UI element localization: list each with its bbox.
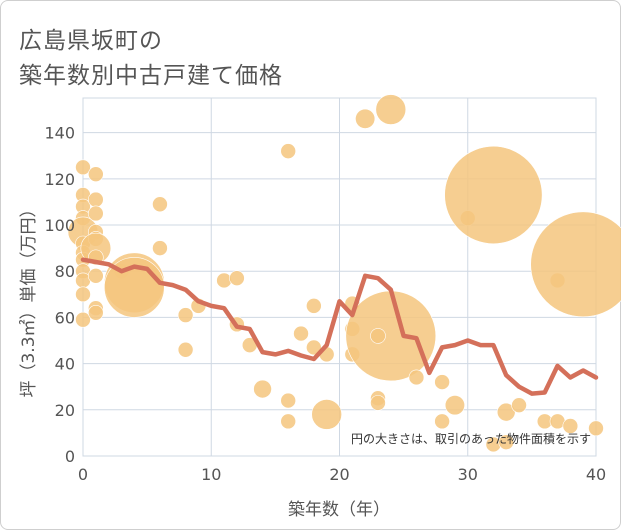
bubble-point xyxy=(311,399,342,430)
bubble-point xyxy=(216,272,232,289)
bubble-point xyxy=(88,304,104,321)
bubble-point xyxy=(293,325,309,342)
chart-title-line1: 広島県坂町の xyxy=(19,28,163,54)
bubble-point xyxy=(444,145,543,245)
bubble-point xyxy=(229,270,245,286)
bubble-point xyxy=(370,328,386,344)
bubble-point xyxy=(511,397,527,413)
bubble-point xyxy=(434,413,450,430)
y-tick-label: 20 xyxy=(55,401,75,420)
y-tick-label: 40 xyxy=(55,355,75,374)
bubble-point xyxy=(345,290,437,382)
x-tick-label: 30 xyxy=(458,465,478,484)
bubble-point xyxy=(496,402,516,422)
bubble-point xyxy=(280,413,297,430)
bubble-point xyxy=(530,211,621,318)
x-tick-label: 10 xyxy=(201,465,221,484)
x-tick-label: 20 xyxy=(329,465,349,484)
tick-labels: 0 10 20 30 40 0 20 40 60 80 100 120 140 xyxy=(44,124,606,484)
bubble-point xyxy=(444,395,465,416)
y-tick-label: 0 xyxy=(65,447,75,466)
bubble-point xyxy=(177,341,194,358)
bubble-point xyxy=(88,191,104,208)
bubble-point xyxy=(280,392,297,409)
y-tick-label: 60 xyxy=(55,308,75,327)
bubble-point xyxy=(280,143,297,159)
bubble-point xyxy=(370,395,386,411)
x-tick-label: 0 xyxy=(78,465,88,484)
average-price-line xyxy=(80,257,599,396)
bubble-layer xyxy=(67,94,621,453)
trend-line-layer xyxy=(80,257,599,396)
y-axis-label: 坪（3.3㎡）単価（万円） xyxy=(19,200,39,397)
bubble-point xyxy=(408,369,425,386)
bubble-point xyxy=(375,94,407,125)
bubble-point xyxy=(306,298,322,314)
bubble-point xyxy=(152,240,168,256)
chart-title-line2: 築年数別中古戸建て価格 xyxy=(19,63,283,89)
bubble-point xyxy=(75,311,91,328)
bubble-point xyxy=(562,418,579,434)
y-tick-label: 100 xyxy=(44,216,75,235)
bubble-point xyxy=(152,196,168,213)
bubble-point xyxy=(498,434,515,450)
bubble-point xyxy=(306,339,322,356)
bubble-point xyxy=(355,108,376,129)
y-tick-label: 140 xyxy=(44,124,75,143)
bubble-point xyxy=(75,286,91,303)
y-tick-label: 120 xyxy=(44,170,75,189)
x-tick-label: 40 xyxy=(586,465,606,484)
bubble-point xyxy=(177,307,194,323)
bubble-point xyxy=(253,379,272,399)
bubble-point xyxy=(88,205,104,222)
bubble-point xyxy=(75,159,91,176)
bubble-size-note: 円の大きさは、取引のあった物件面積を示す xyxy=(351,431,591,446)
bubble-point xyxy=(588,420,604,437)
bubble-point xyxy=(88,166,104,183)
x-axis-label: 築年数（年） xyxy=(288,500,390,520)
bubble-point xyxy=(434,374,450,390)
bubble-point xyxy=(88,268,104,284)
y-tick-label: 80 xyxy=(55,262,75,281)
